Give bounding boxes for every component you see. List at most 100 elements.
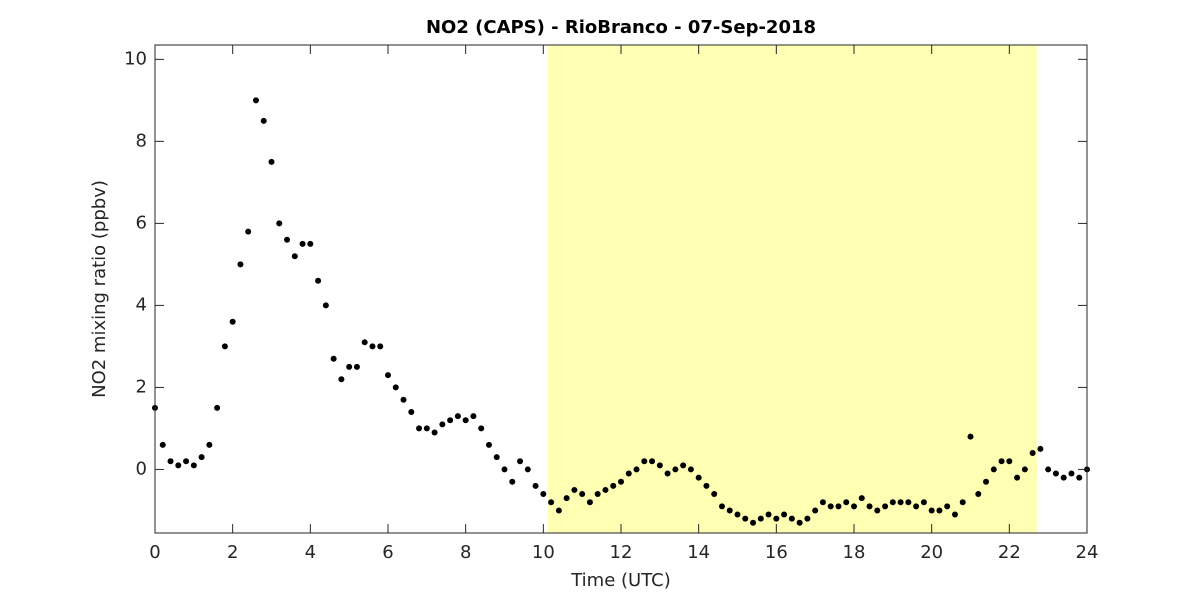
x-tick-label: 6 — [382, 542, 393, 563]
x-tick-label: 20 — [920, 542, 943, 563]
highlight-band — [547, 45, 1037, 533]
data-point — [990, 466, 997, 473]
x-tick-label: 8 — [460, 542, 471, 563]
x-tick-label: 0 — [149, 542, 160, 563]
data-point — [369, 343, 376, 350]
data-point — [221, 343, 228, 350]
data-point — [765, 511, 772, 518]
data-point — [206, 441, 213, 448]
data-point — [804, 515, 811, 522]
y-tick-label: 4 — [136, 294, 147, 315]
data-point — [284, 236, 291, 243]
data-point — [882, 503, 889, 510]
data-point — [579, 491, 586, 498]
data-point — [835, 503, 842, 510]
data-point — [843, 499, 850, 506]
data-point — [1060, 474, 1067, 481]
data-point — [338, 376, 345, 383]
y-tick-label: 6 — [136, 212, 147, 233]
x-tick-label: 18 — [843, 542, 866, 563]
data-point — [998, 458, 1005, 465]
data-point — [913, 503, 920, 510]
data-point — [385, 372, 391, 379]
data-point — [711, 491, 718, 498]
data-point — [315, 277, 322, 284]
data-point — [695, 474, 702, 481]
data-point — [851, 503, 857, 510]
y-axis-label: NO2 mixing ratio (ppbv) — [89, 180, 110, 398]
y-tick-label: 10 — [124, 48, 147, 69]
data-point — [346, 363, 353, 370]
data-point — [897, 499, 904, 506]
data-point — [462, 417, 469, 424]
data-point — [423, 425, 430, 432]
data-point — [975, 491, 982, 498]
data-point — [819, 499, 826, 506]
data-point — [439, 421, 446, 428]
data-point — [268, 158, 275, 165]
data-point — [680, 462, 687, 469]
data-point — [198, 454, 205, 461]
data-point — [416, 425, 423, 432]
y-tick-label: 2 — [136, 376, 147, 397]
data-point — [540, 491, 547, 498]
data-point — [245, 228, 252, 235]
data-point — [454, 413, 461, 420]
data-point — [159, 441, 166, 448]
data-point — [641, 458, 648, 465]
data-point — [299, 240, 306, 247]
x-tick-label: 10 — [532, 542, 555, 563]
data-point — [920, 499, 927, 506]
data-point — [377, 343, 384, 350]
data-point — [656, 462, 663, 469]
data-point — [555, 507, 562, 514]
data-point — [276, 220, 283, 227]
data-point — [431, 429, 438, 436]
data-point — [353, 363, 360, 370]
data-point — [493, 454, 500, 461]
data-point — [190, 462, 197, 469]
data-point — [687, 466, 694, 473]
data-point — [1045, 466, 1052, 473]
data-point — [548, 499, 555, 506]
data-point — [532, 482, 539, 489]
data-point — [1068, 470, 1075, 477]
data-point — [874, 507, 881, 514]
data-point — [734, 511, 741, 518]
data-point — [408, 409, 415, 416]
y-tick-label: 8 — [136, 130, 147, 151]
data-point — [571, 486, 578, 493]
data-point — [229, 318, 236, 325]
chart-title: NO2 (CAPS) - RioBranco - 07-Sep-2018 — [426, 17, 816, 38]
data-point — [501, 466, 508, 473]
x-tick-label: 22 — [998, 542, 1021, 563]
data-point — [618, 478, 624, 485]
data-point — [1076, 474, 1083, 481]
data-point — [252, 97, 259, 104]
data-point — [750, 519, 757, 526]
data-point — [781, 511, 788, 518]
data-point — [796, 519, 803, 526]
data-point — [944, 503, 951, 510]
data-point — [1006, 458, 1013, 465]
data-point — [827, 503, 834, 510]
data-point — [1052, 470, 1059, 477]
data-point — [470, 413, 477, 420]
x-tick-label: 2 — [227, 542, 238, 563]
data-point — [361, 339, 368, 346]
data-point — [509, 478, 516, 485]
data-point — [936, 507, 943, 514]
data-point — [1014, 474, 1021, 481]
data-point — [649, 458, 656, 465]
plot-area — [152, 45, 1090, 533]
data-point — [742, 515, 749, 522]
data-point — [959, 499, 966, 506]
data-point — [602, 486, 609, 493]
data-point — [478, 425, 485, 432]
data-point — [889, 499, 896, 506]
data-point — [237, 261, 244, 268]
data-point — [322, 302, 329, 309]
data-point — [610, 482, 617, 489]
data-point — [967, 433, 974, 440]
